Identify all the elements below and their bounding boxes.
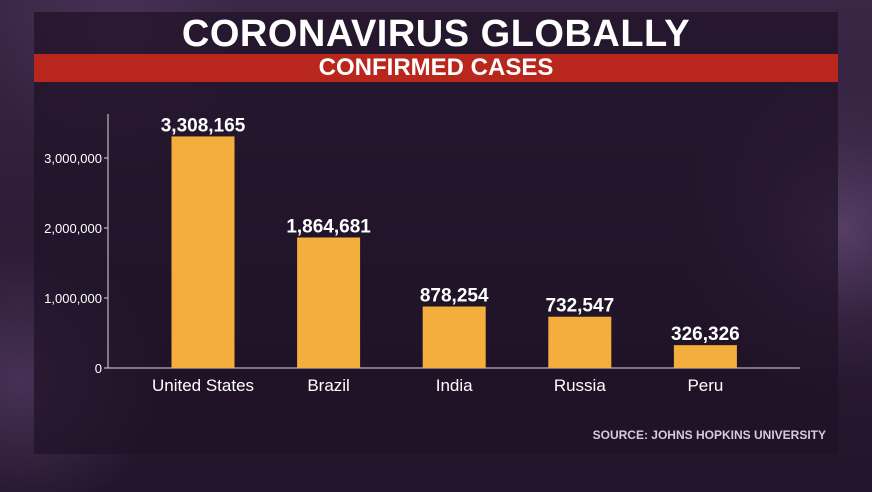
x-tick-label: India (436, 376, 473, 395)
source-note: SOURCE: JOHNS HOPKINS UNIVERSITY (592, 428, 826, 442)
bar-value-label: 3,308,165 (161, 115, 246, 136)
bar (673, 345, 737, 368)
bar (548, 316, 612, 368)
bar (171, 136, 235, 368)
y-tick-label: 0 (95, 361, 102, 376)
chart-panel (34, 12, 838, 454)
bar-value-label: 878,254 (420, 286, 489, 307)
bar-value-label: 732,547 (545, 296, 614, 317)
bar (297, 237, 361, 368)
bar-value-label: 326,326 (671, 324, 740, 345)
x-tick-label: Peru (687, 376, 723, 395)
y-tick-label: 1,000,000 (44, 291, 102, 306)
x-tick-label: Brazil (307, 376, 350, 395)
y-tick-label: 3,000,000 (44, 151, 102, 166)
x-tick-label: Russia (554, 376, 607, 395)
bar-value-label: 1,864,681 (286, 216, 371, 237)
y-tick-label: 2,000,000 (44, 221, 102, 236)
subtitle-band (34, 54, 838, 82)
chart-title: CORONAVIRUS GLOBALLY (181, 13, 691, 55)
bar (422, 306, 486, 368)
x-tick-label: United States (152, 376, 254, 395)
chart-subtitle: CONFIRMED CASES (318, 54, 554, 81)
